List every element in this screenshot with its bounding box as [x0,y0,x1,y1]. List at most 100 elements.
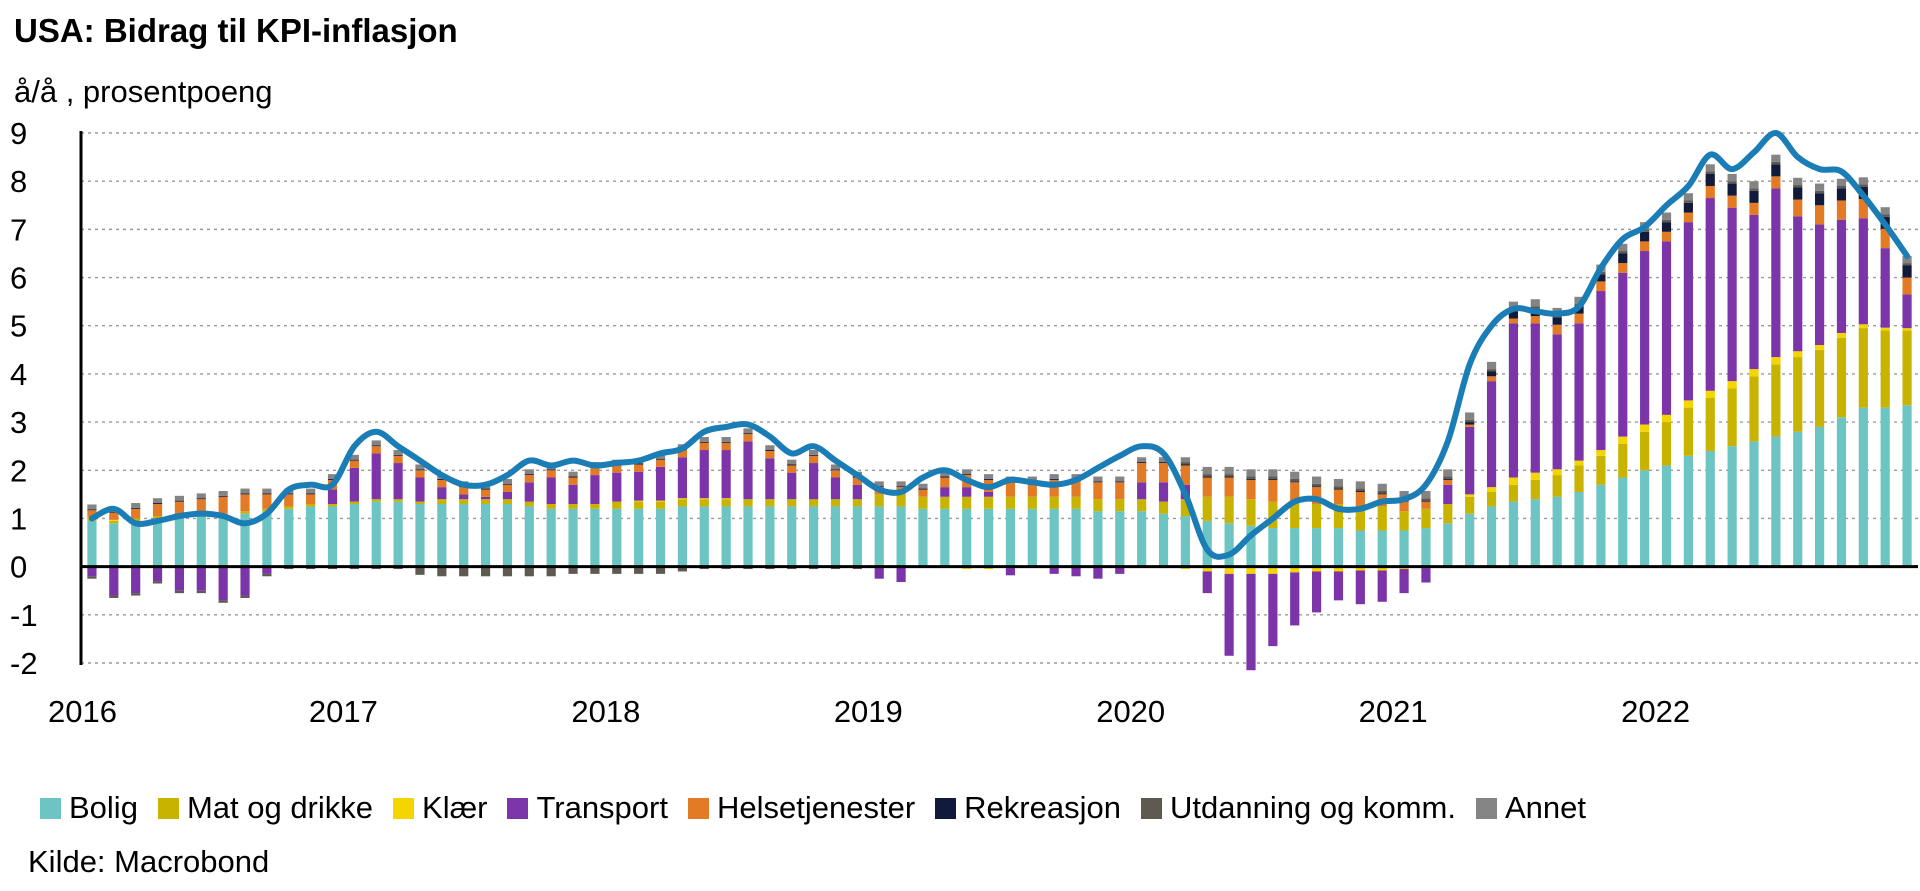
bar-segment-helsetjenester [568,477,578,485]
bar-segment-bolig [1377,530,1387,567]
bar-segment-transport [721,450,731,499]
bar-segment-utdanning-og-komm- [1465,419,1475,423]
legend-label: Klær [422,790,488,825]
bar-segment-mat-og-drikke [1465,496,1475,514]
bar-segment-annet [1268,469,1278,477]
bar-segment-klær [1793,351,1803,358]
bar-segment-annet [502,478,513,484]
bar-segment-helsetjenester [1137,463,1147,483]
bar-segment-mat-og-drikke [1793,357,1803,432]
bar-segment-utdanning-og-komm- [415,567,425,575]
bar-segment-mat-og-drikke [721,499,731,507]
bar-segment-annet [896,481,906,487]
bar-segment-bolig [1312,528,1322,567]
bar-segment-transport [1771,188,1781,358]
bar-segment-mat-og-drikke [1399,511,1409,531]
legend-item: Utdanning og komm. [1140,790,1456,826]
bar-segment-helsetjenester [1508,318,1519,324]
legend-label: Bolig [69,790,138,825]
bar-segment-rekreasjon [327,478,338,480]
bar-segment-bolig [1399,530,1409,567]
bar-segment-transport [1421,568,1431,583]
bar-segment-annet [940,471,950,477]
bar-segment-annet [1399,490,1409,499]
bar-segment-bolig [612,508,622,567]
legend-swatch [1476,797,1497,819]
bar-segment-annet [1224,466,1234,475]
bar-segment-utdanning-og-komm- [1333,486,1344,489]
bar-segment-helsetjenester [918,489,928,497]
bar-segment-rekreasjon [1815,193,1825,206]
bar-segment-mat-og-drikke [1683,407,1693,456]
bar-segment-helsetjenester [1661,231,1672,242]
bar-segment-helsetjenester [1530,316,1540,324]
bar-segment-bolig [306,506,316,567]
bar-segment-bolig [1071,508,1081,567]
bar-segment-annet [1443,469,1453,477]
bar-segment-rekreasjon [415,469,425,471]
bar-segment-bolig [699,506,709,567]
bar-segment-annet [1312,476,1322,484]
bar-segment-rekreasjon [1486,371,1497,377]
bar-segment-helsetjenester [109,512,119,520]
bar-segment-mat-og-drikke [699,499,709,507]
bar-segment-rekreasjon [1727,183,1737,196]
bar-segment-mat-og-drikke [131,518,141,521]
bar-segment-mat-og-drikke [1902,330,1912,406]
bar-segment-mat-og-drikke [1661,422,1672,466]
x-tick-label: 2017 [309,694,378,729]
bar-segment-mat-og-drikke [1158,501,1169,514]
bar-segment-mat-og-drikke [1705,398,1715,451]
bar-segment-transport [1880,248,1890,328]
bar-segment-helsetjenester [1268,479,1278,502]
bar-segment-bolig [152,518,163,567]
bar-segment-klær [1552,469,1562,476]
legend: Bolig Mat og drikke Klær Transport Helsetjen… [40,790,1606,826]
bar-segment-bolig [677,506,687,567]
bar-segment-rekreasjon [1618,253,1628,264]
y-tick-label: 8 [10,164,27,199]
bar-segment-rekreasjon [1443,478,1453,480]
bar-segment-klær [1465,494,1475,497]
bar-segment-transport [1902,294,1912,329]
bar-segment-utdanning-og-komm- [546,566,556,577]
bar-segment-bolig [196,516,206,567]
bar-segment-transport [1465,426,1475,495]
bar-segment-bolig [1683,455,1693,567]
bar-segment-bolig [1574,491,1584,567]
bar-segment-utdanning-og-komm- [1377,490,1387,494]
bar-segment-mat-og-drikke [590,504,600,509]
legend-label: Transport [536,790,668,825]
bar-segment-rekreasjon [1049,478,1059,480]
bar-segment-mat-og-drikke [830,499,841,507]
bar-segment-helsetjenester [1290,482,1300,502]
bar-segment-mat-og-drikke [1552,475,1562,497]
bar-segment-rekreasjon [480,488,491,490]
bar-segment-rekreasjon [743,433,753,435]
bar-segment-helsetjenester [1333,489,1344,504]
bar-segment-mat-og-drikke [437,499,447,504]
bar-segment-helsetjenester [502,484,513,492]
bar-segment-transport [830,477,841,500]
bar-segment-mat-og-drikke [1312,504,1322,529]
bar-segment-mat-og-drikke [349,501,359,504]
bar-segment-transport [1071,566,1081,577]
bar-segment-mat-og-drikke [1355,506,1365,531]
bar-segment-rekreasjon [1312,486,1322,488]
bar-segment-annet [918,483,928,489]
bar-segment-rekreasjon [284,493,294,495]
bar-segment-transport [809,463,819,500]
y-axis-unit-label: å/å , prosentpoeng [14,74,273,109]
bar-segment-transport [1312,571,1322,613]
bar-segment-helsetjenester [1618,263,1628,273]
bar-segment-annet [415,464,425,470]
bar-segment-helsetjenester [1771,176,1781,189]
bar-segment-helsetjenester [415,470,425,478]
bar-segment-annet [1115,476,1125,482]
bar-segment-annet [1574,296,1584,305]
bar-segment-bolig [1727,446,1737,567]
bar-segment-transport [152,566,163,582]
bar-segment-utdanning-og-komm- [1355,488,1365,491]
bar-segment-annet [524,469,534,475]
bar-segment-helsetjenester [1880,228,1890,249]
